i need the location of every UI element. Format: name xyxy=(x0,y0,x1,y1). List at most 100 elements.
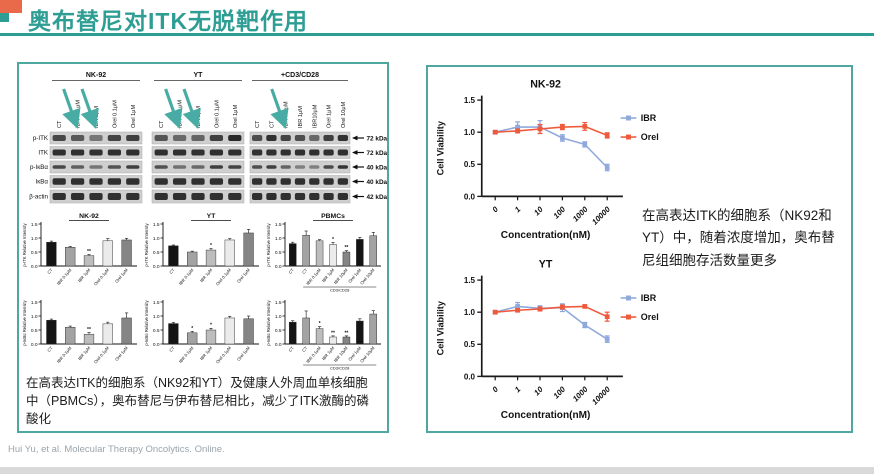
svg-text:NK-92: NK-92 xyxy=(79,213,99,220)
bar-chart-svg: 0.0 0.5 1.0 1.5 p-IκBα Relative Intensity CT C… xyxy=(266,299,381,371)
svg-text:1.0: 1.0 xyxy=(464,128,476,137)
svg-text:1.0: 1.0 xyxy=(31,236,38,242)
corner-accent-orange xyxy=(0,0,22,13)
bar-chart-svg: YT 0.0 0.5 1.0 1.5 p-ITK Relative Intensity CT… xyxy=(144,213,259,287)
svg-text:IBR 1μM: IBR 1μM xyxy=(196,106,202,128)
svg-text:**: ** xyxy=(87,327,91,333)
svg-text:Orel 1μM: Orel 1μM xyxy=(114,267,129,284)
svg-text:1.0: 1.0 xyxy=(31,314,38,320)
bar-chart-pitk-yt: YT 0.0 0.5 1.0 1.5 p-ITK Relative Intensity CT… xyxy=(143,210,263,303)
bar-chart-pikba-pbmcs: 0.0 0.5 1.0 1.5 p-IκBα Relative Intensity CT C… xyxy=(265,296,385,389)
svg-text:100: 100 xyxy=(552,204,568,220)
svg-text:IBR 0.1 μM: IBR 0.1 μM xyxy=(76,100,82,128)
svg-text:NK-92: NK-92 xyxy=(86,72,106,79)
svg-text:Concentration(nM): Concentration(nM) xyxy=(501,410,591,421)
svg-text:0: 0 xyxy=(491,384,501,394)
svg-text:1000: 1000 xyxy=(571,384,590,403)
svg-text:0.0: 0.0 xyxy=(464,372,476,381)
citation: Hui Yu, et al. Molecular Therapy Oncolyt… xyxy=(8,444,225,455)
svg-text:*: * xyxy=(210,243,212,249)
svg-text:p-ITK Relative Intensity: p-ITK Relative Intensity xyxy=(22,222,27,266)
svg-text:Cell Viability: Cell Viability xyxy=(436,120,446,175)
svg-text:0.5: 0.5 xyxy=(153,250,160,256)
blot-arrow-icon xyxy=(80,88,99,130)
corner-accent-teal xyxy=(0,7,9,22)
svg-text:1.0: 1.0 xyxy=(275,236,282,242)
svg-text:Orel 0.1μM: Orel 0.1μM xyxy=(214,100,220,128)
svg-text:IBR 1μM: IBR 1μM xyxy=(77,267,92,283)
svg-text:10000: 10000 xyxy=(590,204,612,226)
svg-text:Orel 10μM: Orel 10μM xyxy=(359,267,376,286)
svg-text:72 kDa: 72 kDa xyxy=(367,150,388,157)
svg-text:IBR 0.1μM: IBR 0.1μM xyxy=(56,267,73,286)
svg-text:**: ** xyxy=(344,330,348,336)
svg-text:CT: CT xyxy=(46,267,54,275)
svg-text:Orel 10μM: Orel 10μM xyxy=(359,345,376,364)
svg-text:Orel 1μM: Orel 1μM xyxy=(114,345,129,362)
western-blot-figure: p-ITK 72 kDa ITK 72 kDa p-IκBα 40 kDa IκBα 40 k… xyxy=(21,68,388,208)
svg-text:CT: CT xyxy=(168,345,176,353)
svg-text:CT: CT xyxy=(159,120,165,128)
svg-text:40 kDa: 40 kDa xyxy=(367,164,388,171)
svg-text:0.0: 0.0 xyxy=(31,342,38,348)
bar-chart-svg: PBMCs 0.0 0.5 1.0 1.5 p-ITK Relative Intensit… xyxy=(266,213,381,293)
legend-item: IBR xyxy=(620,293,657,303)
line-chart-svg: YT 0.0 0.5 1.0 1.5 Cell Viability 0 1 10 100 1000 1… xyxy=(436,259,659,421)
svg-text:**: ** xyxy=(331,330,335,336)
legend-item: Orel xyxy=(620,312,659,322)
svg-text:1.0: 1.0 xyxy=(153,314,160,320)
svg-text:CT: CT xyxy=(301,267,309,275)
svg-text:CT: CT xyxy=(269,120,275,128)
svg-text:Orel 0.1μM: Orel 0.1μM xyxy=(93,345,111,365)
svg-text:CT: CT xyxy=(288,345,296,353)
svg-text:*: * xyxy=(319,321,321,327)
svg-text:1.5: 1.5 xyxy=(464,276,476,285)
svg-text:p-ITK Relative Intensity: p-ITK Relative Intensity xyxy=(266,222,271,266)
svg-text:*: * xyxy=(210,323,212,329)
legend-item: Orel xyxy=(620,132,659,142)
svg-text:*: * xyxy=(191,326,193,332)
svg-text:CT: CT xyxy=(288,267,296,275)
svg-text:1.5: 1.5 xyxy=(153,222,160,228)
svg-text:IBR 1μM: IBR 1μM xyxy=(199,267,214,283)
svg-text:Orel 1μM: Orel 1μM xyxy=(236,345,251,362)
svg-text:1.0: 1.0 xyxy=(275,314,282,320)
svg-text:IBR10μM: IBR10μM xyxy=(312,104,318,128)
svg-text:IBR: IBR xyxy=(641,293,657,303)
svg-text:Orel 1μM: Orel 1μM xyxy=(236,267,251,284)
svg-text:IBR 1μM: IBR 1μM xyxy=(94,106,100,128)
svg-text:0.0: 0.0 xyxy=(153,342,160,348)
line-chart-viability-yt: YT 0.0 0.5 1.0 1.5 Cell Viability 0 1 10 100 1000 1… xyxy=(428,253,680,432)
svg-text:Orel: Orel xyxy=(641,312,659,322)
svg-text:Concentration(nM): Concentration(nM) xyxy=(501,230,591,241)
svg-text:CT: CT xyxy=(255,120,261,128)
page-title: 奥布替尼对ITK无脱靶作用 xyxy=(28,8,309,34)
svg-text:NK-92: NK-92 xyxy=(530,79,561,91)
svg-text:YT: YT xyxy=(539,259,553,271)
svg-text:CT: CT xyxy=(168,267,176,275)
svg-text:1.5: 1.5 xyxy=(275,300,282,306)
svg-text:IBR 1μM: IBR 1μM xyxy=(77,345,92,361)
svg-text:Orel 1μM: Orel 1μM xyxy=(131,105,137,128)
svg-text:0.0: 0.0 xyxy=(275,342,282,348)
svg-text:1.5: 1.5 xyxy=(31,222,38,228)
blot-arrow-icon xyxy=(164,88,183,130)
svg-text:Orel 10μM: Orel 10μM xyxy=(341,101,347,128)
svg-text:p-IκBα Relative Intensity: p-IκBα Relative Intensity xyxy=(22,299,27,345)
svg-text:CT: CT xyxy=(57,120,63,128)
svg-text:1: 1 xyxy=(513,205,522,214)
svg-text:1.0: 1.0 xyxy=(153,236,160,242)
left-caption: 在高表达ITK的细胞系（NK92和YT）及健康人外周血单核细胞中（PBMCs），… xyxy=(26,376,370,427)
svg-text:PBMCs: PBMCs xyxy=(321,213,345,220)
svg-text:+CD3/CD28: +CD3/CD28 xyxy=(281,72,319,79)
svg-text:0: 0 xyxy=(491,204,501,214)
svg-text:0.5: 0.5 xyxy=(153,328,160,334)
svg-text:1.0: 1.0 xyxy=(464,308,476,317)
svg-text:**: ** xyxy=(344,245,348,251)
svg-text:0.5: 0.5 xyxy=(275,250,282,256)
blot-arrow-icon xyxy=(182,88,201,130)
svg-text:Orel 0.1μM: Orel 0.1μM xyxy=(93,267,111,287)
svg-text:Cell Viability: Cell Viability xyxy=(436,300,446,355)
svg-text:*: * xyxy=(332,237,334,243)
